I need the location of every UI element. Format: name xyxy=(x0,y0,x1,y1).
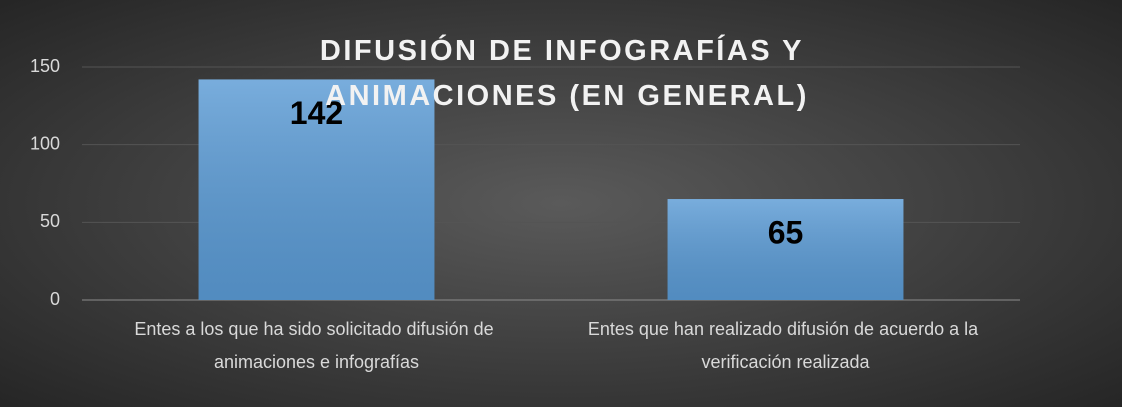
y-tick-label: 100 xyxy=(30,133,60,153)
y-tick-label: 50 xyxy=(40,211,60,231)
data-label: 65 xyxy=(768,214,804,250)
y-tick-label: 150 xyxy=(30,56,60,76)
data-label: 142 xyxy=(290,95,343,131)
x-tick-label: Entes que han realizado difusión de acue… xyxy=(588,319,983,372)
x-tick-label: Entes a los que ha sido solicitado difus… xyxy=(134,319,498,372)
y-tick-label: 0 xyxy=(50,289,60,309)
chart-title: DIFUSIÓN DE INFOGRAFÍAS Y ANIMACIONES (E… xyxy=(320,33,814,112)
bar-shade xyxy=(667,199,904,300)
bar-shade xyxy=(198,79,435,300)
